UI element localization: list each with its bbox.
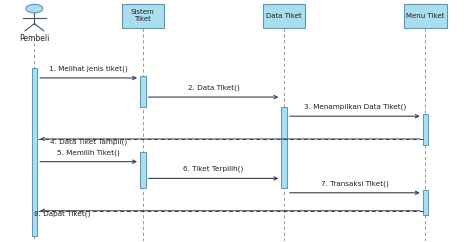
Text: Sistem
Tiket: Sistem Tiket — [131, 9, 155, 22]
Circle shape — [26, 4, 43, 13]
FancyBboxPatch shape — [404, 4, 447, 28]
FancyBboxPatch shape — [263, 4, 305, 28]
Text: 4. Data Tiket Tampil(): 4. Data Tiket Tampil() — [50, 138, 127, 145]
Text: Menu Tiket: Menu Tiket — [406, 13, 445, 19]
Text: Pembeli: Pembeli — [19, 34, 50, 43]
Text: 5. Memilih Tiket(): 5. Memilih Tiket() — [57, 149, 120, 156]
Text: 2. Data Tiket(): 2. Data Tiket() — [188, 85, 239, 91]
Text: 7. Transaksi Tiket(): 7. Transaksi Tiket() — [321, 180, 389, 187]
Bar — [423, 114, 428, 145]
Text: 3. Menampilkan Data Tiket(): 3. Menampilkan Data Tiket() — [304, 104, 406, 110]
Text: 6. Tiket Terpilih(): 6. Tiket Terpilih() — [183, 166, 244, 173]
Bar — [140, 152, 146, 188]
Bar — [32, 68, 37, 236]
Bar — [281, 107, 287, 188]
Text: 8. Dapat Tiket(): 8. Dapat Tiket() — [35, 210, 91, 217]
Bar — [140, 76, 146, 107]
Text: Data Tiket: Data Tiket — [266, 13, 302, 19]
Bar — [423, 190, 428, 215]
FancyBboxPatch shape — [121, 4, 164, 28]
Text: 1. Melihat jenis tiket(): 1. Melihat jenis tiket() — [49, 65, 128, 72]
